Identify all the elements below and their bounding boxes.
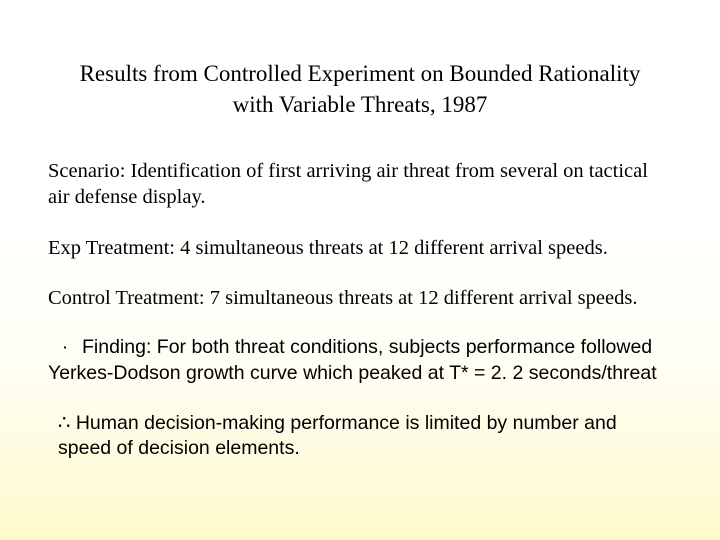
therefore-icon: ∴	[58, 411, 70, 437]
scenario-text: Scenario: Identification of first arrivi…	[48, 158, 672, 210]
conclusion-text: ∴ Human decision-making performance is l…	[48, 411, 672, 462]
exp-treatment-text: Exp Treatment: 4 simultaneous threats at…	[48, 235, 672, 261]
control-treatment-text: Control Treatment: 7 simultaneous threat…	[48, 285, 672, 311]
finding-text: ·Finding: For both threat conditions, su…	[48, 335, 672, 386]
bullet-icon: ·	[48, 335, 82, 361]
conclusion-content: Human decision-making performance is lim…	[58, 412, 617, 460]
slide-title: Results from Controlled Experiment on Bo…	[48, 58, 672, 120]
finding-content: Finding: For both threat conditions, sub…	[48, 336, 657, 384]
slide-container: Results from Controlled Experiment on Bo…	[0, 0, 720, 540]
title-line-1: Results from Controlled Experiment on Bo…	[80, 61, 641, 86]
title-line-2: with Variable Threats, 1987	[233, 92, 488, 117]
